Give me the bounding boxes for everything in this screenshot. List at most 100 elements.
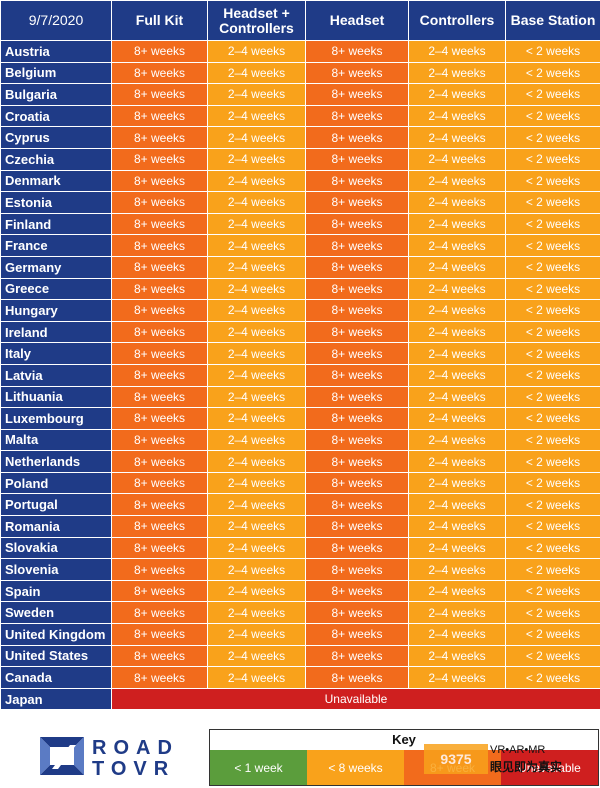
availability-cell: 8+ weeks xyxy=(111,407,208,430)
country-cell: Slovakia xyxy=(0,536,112,560)
availability-cell: 8+ weeks xyxy=(305,601,409,625)
availability-cell: 2–4 weeks xyxy=(408,234,506,257)
availability-cell: < 2 weeks xyxy=(505,126,600,149)
availability-cell: 8+ weeks xyxy=(111,212,208,236)
country-cell: Japan xyxy=(0,687,112,711)
availability-cell: < 2 weeks xyxy=(505,169,600,193)
availability-cell: 2–4 weeks xyxy=(207,126,306,149)
availability-cell: 2–4 weeks xyxy=(207,255,306,279)
availability-cell: 8+ weeks xyxy=(305,104,409,128)
table-row: Japan Unavailable xyxy=(0,687,600,711)
availability-cell: 2–4 weeks xyxy=(408,471,506,495)
table-row: Malta 8+ weeks 2–4 weeks 8+ weeks 2–4 weeks <… xyxy=(0,428,600,452)
country-cell: Estonia xyxy=(0,191,112,214)
availability-cell: 8+ weeks xyxy=(111,320,208,344)
table-row: Romania 8+ weeks 2–4 weeks 8+ weeks 2–4 week… xyxy=(0,515,600,538)
availability-cell: 2–4 weeks xyxy=(207,147,306,171)
availability-cell: < 2 weeks xyxy=(505,212,600,236)
availability-cell: 8+ weeks xyxy=(111,601,208,625)
availability-cell: 8+ weeks xyxy=(305,61,409,85)
availability-cell: 2–4 weeks xyxy=(207,61,306,85)
availability-cell: < 2 weeks xyxy=(505,363,600,387)
country-cell: Luxembourg xyxy=(0,407,112,430)
availability-cell: 2–4 weeks xyxy=(408,104,506,128)
availability-cell: 2–4 weeks xyxy=(207,104,306,128)
availability-cell: 2–4 weeks xyxy=(408,579,506,603)
table-row: Austria 8+ weeks 2–4 weeks 8+ weeks 2–4 week… xyxy=(0,40,600,63)
availability-cell: 8+ weeks xyxy=(305,191,409,214)
availability-cell: < 2 weeks xyxy=(505,299,600,322)
table-row: Lithuania 8+ weeks 2–4 weeks 8+ weeks 2–4 we… xyxy=(0,385,600,409)
availability-cell: 2–4 weeks xyxy=(408,191,506,214)
availability-cell: 2–4 weeks xyxy=(207,320,306,344)
table-row: Czechia 8+ weeks 2–4 weeks 8+ weeks 2–4 week… xyxy=(0,147,600,171)
availability-cell: 2–4 weeks xyxy=(408,299,506,322)
table-row: Sweden 8+ weeks 2–4 weeks 8+ weeks 2–4 weeks… xyxy=(0,601,600,625)
availability-cell: 2–4 weeks xyxy=(408,536,506,560)
country-cell: Slovenia xyxy=(0,558,112,581)
availability-cell: < 2 weeks xyxy=(505,644,600,668)
availability-cell: < 2 weeks xyxy=(505,579,600,603)
column-header-controllers: Controllers xyxy=(408,0,506,41)
availability-cell: 2–4 weeks xyxy=(408,126,506,149)
table-row: Slovenia 8+ weeks 2–4 weeks 8+ weeks 2–4 wee… xyxy=(0,558,600,581)
availability-cell: 8+ weeks xyxy=(305,83,409,106)
availability-cell: 8+ weeks xyxy=(305,536,409,560)
availability-cell: 2–4 weeks xyxy=(207,212,306,236)
availability-cell: 2–4 weeks xyxy=(408,515,506,538)
availability-cell: 8+ weeks xyxy=(305,169,409,193)
availability-cell: 2–4 weeks xyxy=(408,40,506,63)
availability-cell: < 2 weeks xyxy=(505,407,600,430)
availability-cell: 8+ weeks xyxy=(111,191,208,214)
table-row: Greece 8+ weeks 2–4 weeks 8+ weeks 2–4 weeks… xyxy=(0,277,600,301)
availability-cell: 8+ weeks xyxy=(111,147,208,171)
availability-cell: 8+ weeks xyxy=(305,126,409,149)
availability-cell: 2–4 weeks xyxy=(207,536,306,560)
table-row: Finland 8+ weeks 2–4 weeks 8+ weeks 2–4 week… xyxy=(0,212,600,236)
availability-cell: < 2 weeks xyxy=(505,61,600,85)
availability-cell: 2–4 weeks xyxy=(408,493,506,517)
availability-cell: 8+ weeks xyxy=(305,493,409,517)
availability-cell: 8+ weeks xyxy=(111,450,208,473)
roadtovr-logo-text: ROAD TOVR xyxy=(92,738,179,780)
availability-cell: 8+ weeks xyxy=(305,342,409,365)
availability-cell: 8+ weeks xyxy=(305,579,409,603)
country-cell: Czechia xyxy=(0,147,112,171)
legend-item-under-1-week: < 1 week xyxy=(210,750,307,785)
roadtovr-logo xyxy=(36,733,176,779)
availability-cell: 2–4 weeks xyxy=(408,601,506,625)
table-row: Canada 8+ weeks 2–4 weeks 8+ weeks 2–4 weeks… xyxy=(0,666,600,689)
availability-cell: 8+ weeks xyxy=(305,212,409,236)
table-row: Luxembourg 8+ weeks 2–4 weeks 8+ weeks 2–4 w… xyxy=(0,407,600,430)
country-cell: Romania xyxy=(0,515,112,538)
availability-cell: 8+ weeks xyxy=(111,299,208,322)
availability-cell: 8+ weeks xyxy=(111,342,208,365)
country-cell: Sweden xyxy=(0,601,112,625)
country-cell: Austria xyxy=(0,40,112,63)
column-header-headset: Headset xyxy=(305,0,409,41)
availability-cell: 2–4 weeks xyxy=(408,644,506,668)
country-cell: Finland xyxy=(0,212,112,236)
availability-cell: < 2 weeks xyxy=(505,342,600,365)
availability-cell: < 2 weeks xyxy=(505,83,600,106)
table-row: Denmark 8+ weeks 2–4 weeks 8+ weeks 2–4 week… xyxy=(0,169,600,193)
availability-cell: 8+ weeks xyxy=(111,493,208,517)
availability-cell: 8+ weeks xyxy=(111,623,208,646)
availability-cell: 2–4 weeks xyxy=(408,623,506,646)
availability-cell: 2–4 weeks xyxy=(408,255,506,279)
availability-cell: 2–4 weeks xyxy=(207,363,306,387)
table-row: France 8+ weeks 2–4 weeks 8+ weeks 2–4 weeks… xyxy=(0,234,600,257)
table-row: United States 8+ weeks 2–4 weeks 8+ weeks 2–… xyxy=(0,644,600,668)
availability-cell: 8+ weeks xyxy=(305,428,409,452)
availability-cell: 8+ weeks xyxy=(111,255,208,279)
table-row: Hungary 8+ weeks 2–4 weeks 8+ weeks 2–4 week… xyxy=(0,299,600,322)
country-cell: Spain xyxy=(0,579,112,603)
availability-cell: 8+ weeks xyxy=(305,277,409,301)
availability-cell: < 2 weeks xyxy=(505,515,600,538)
availability-cell: < 2 weeks xyxy=(505,493,600,517)
availability-cell: 2–4 weeks xyxy=(207,623,306,646)
availability-cell: 8+ weeks xyxy=(305,471,409,495)
availability-cell: 8+ weeks xyxy=(111,666,208,689)
table-row: Germany 8+ weeks 2–4 weeks 8+ weeks 2–4 week… xyxy=(0,255,600,279)
country-cell: Denmark xyxy=(0,169,112,193)
